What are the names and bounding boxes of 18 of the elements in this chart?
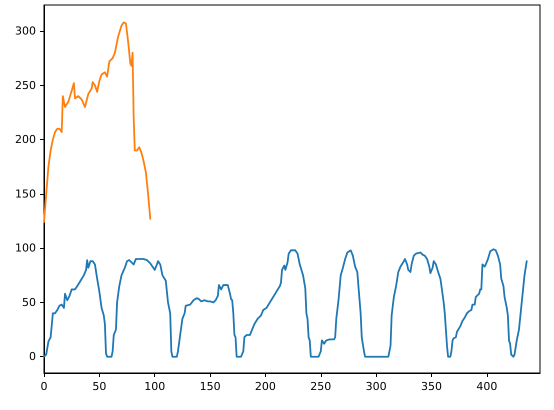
x-tick-label: 250 bbox=[310, 380, 332, 393]
line-series bbox=[43, 248, 528, 358]
y-tick-label: 150 bbox=[15, 187, 36, 200]
x-tick-label: 50 bbox=[92, 380, 106, 393]
y-tick-label: 50 bbox=[22, 296, 36, 309]
x-tick-label: 200 bbox=[254, 380, 276, 393]
x-tick-label: 400 bbox=[476, 380, 498, 393]
y-tick-label: 100 bbox=[15, 242, 36, 255]
line-series bbox=[43, 21, 152, 224]
y-tick-label: 250 bbox=[15, 78, 36, 92]
x-tick-label: 0 bbox=[40, 380, 48, 393]
x-tick-label: 100 bbox=[144, 380, 166, 393]
x-tick-label: 150 bbox=[200, 380, 221, 393]
x-tick-label: 350 bbox=[421, 380, 442, 393]
y-tick-label: 300 bbox=[15, 24, 36, 38]
y-tick-label: 200 bbox=[15, 133, 36, 146]
y-tick-label: 0 bbox=[29, 350, 36, 364]
x-tick-label: 300 bbox=[366, 380, 387, 393]
